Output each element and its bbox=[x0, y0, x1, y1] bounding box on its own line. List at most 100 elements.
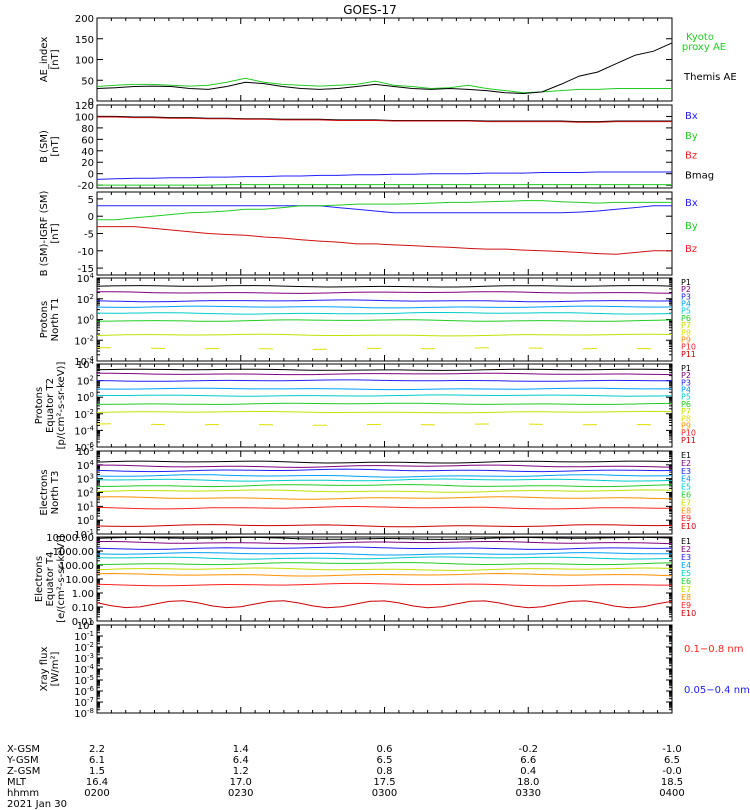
legend-label: E1 bbox=[681, 451, 691, 460]
legend-label: P9 bbox=[681, 421, 691, 430]
y-tick-label: -5 bbox=[84, 230, 94, 241]
series-line-p5 bbox=[96, 394, 673, 397]
y-tick-label: -10 bbox=[78, 247, 94, 258]
y-axis-label: B (SM)-IGRF (SM) bbox=[39, 191, 50, 277]
y-tick-label: 10-4 bbox=[74, 355, 94, 368]
legend-label: E9 bbox=[681, 601, 691, 610]
legend-label: proxy AE bbox=[682, 42, 726, 53]
y-axis-label: B (SM) bbox=[39, 130, 50, 163]
footer-value: 6.4 bbox=[232, 755, 249, 766]
footer-value: 18.0 bbox=[517, 777, 540, 788]
series-line-bz bbox=[97, 116, 672, 123]
panel-frame bbox=[96, 450, 673, 535]
footer-row-label: X-GSM bbox=[7, 744, 41, 755]
tick-base: 10 bbox=[74, 443, 87, 454]
y-axis-label: AE_index bbox=[39, 37, 50, 83]
series-line-p1 bbox=[96, 285, 673, 288]
legend-label: P7 bbox=[681, 321, 691, 330]
panel-3: -15 -10 -5 0 5 B (SM)-IGRF (SM) [nT] Bx By Bz bbox=[39, 191, 698, 277]
panel-frame bbox=[96, 363, 673, 448]
y-tick-label: -15 bbox=[78, 264, 94, 275]
footer-row-label: Z-GSM bbox=[7, 766, 41, 777]
y-tick-label: 0 bbox=[88, 97, 94, 108]
series-line-e8 bbox=[96, 572, 673, 577]
footer-row-y-gsm: Y-GSM 6.1 6.4 6.5 6.6 6.5 bbox=[0, 755, 750, 766]
y-tick-label: 0.10 bbox=[72, 603, 94, 614]
series-line-e3 bbox=[96, 546, 673, 550]
legend-label: P9 bbox=[681, 335, 691, 344]
footer-value: 1.2 bbox=[232, 766, 249, 777]
y-tick-label: 10-4 bbox=[74, 424, 94, 437]
tick-exp: -1 bbox=[87, 528, 94, 536]
legend-label: P10 bbox=[681, 429, 696, 438]
series-line-bz bbox=[97, 226, 672, 255]
tick-base: 10 bbox=[74, 709, 87, 720]
tick-exp: -7 bbox=[87, 696, 94, 704]
series-line-bmag bbox=[97, 115, 672, 123]
series-line-p2 bbox=[97, 291, 673, 294]
tick-exp: 2 bbox=[90, 487, 94, 495]
y-axis-label: [nT] bbox=[50, 136, 61, 156]
legend-label: E3 bbox=[681, 553, 691, 562]
series-line-bx bbox=[96, 171, 672, 180]
tick-base: 10 bbox=[77, 447, 90, 458]
legend-label: E5 bbox=[681, 569, 691, 578]
y-tick-label: 100 bbox=[75, 56, 94, 67]
tick-base: 10 bbox=[77, 393, 90, 404]
y-axis-label: Equator T4 bbox=[45, 552, 56, 607]
legend-label: E7 bbox=[681, 585, 691, 594]
y-tick-label: 1.00 bbox=[72, 589, 94, 600]
legend-label: Bx bbox=[685, 198, 698, 209]
footer-value: 0300 bbox=[371, 788, 398, 799]
y-axis-label: Electrons bbox=[39, 469, 50, 515]
tick-base: 10 bbox=[77, 295, 90, 306]
legend-label: P6 bbox=[681, 400, 691, 409]
y-tick-label: 10-6 bbox=[74, 685, 94, 698]
series-line-e10 bbox=[96, 600, 673, 609]
footer-value: 0.4 bbox=[520, 766, 537, 777]
series-line-p5 bbox=[96, 312, 673, 315]
series-line-e9 bbox=[96, 505, 672, 510]
panel-7: 10000.00 1000.00 100.00 10.00 1.00 0.10 0.01 El… bbox=[34, 533, 696, 628]
y-tick-label: 100 bbox=[77, 619, 94, 632]
series-line-p1 bbox=[96, 368, 673, 371]
legend-label: E9 bbox=[681, 514, 691, 523]
footer-value: 17.0 bbox=[229, 777, 252, 788]
series-line-p8 bbox=[96, 347, 673, 351]
tick-exp: 0 bbox=[90, 619, 94, 627]
y-tick-label: 10.00 bbox=[65, 575, 94, 586]
series-line-e1 bbox=[96, 460, 673, 464]
footer-value: -0.0 bbox=[662, 766, 682, 777]
tick-base: 10 bbox=[77, 461, 90, 472]
legend-label: P8 bbox=[681, 328, 691, 337]
y-axis-label: Protons bbox=[39, 301, 50, 338]
y-axis-label: Electrons bbox=[34, 556, 45, 602]
tick-exp: -2 bbox=[87, 408, 94, 416]
tick-base: 10 bbox=[74, 687, 87, 698]
tick-exp: 4 bbox=[90, 272, 95, 280]
series-line-e8 bbox=[96, 496, 673, 500]
tick-exp: -5 bbox=[87, 674, 94, 682]
tick-exp: 4 bbox=[90, 358, 95, 366]
y-tick-label: 1000.00 bbox=[53, 547, 94, 558]
panel-frame bbox=[96, 17, 673, 102]
footer-row-mlt: MLT 16.4 17.0 17.5 18.0 18.5 bbox=[0, 777, 750, 788]
y-tick-label: 104 bbox=[77, 459, 95, 472]
series-line-kyoto-proxy-ae bbox=[96, 77, 672, 94]
legend-label: P7 bbox=[681, 407, 691, 416]
legend-label: P3 bbox=[681, 292, 691, 301]
y-tick-label: 103 bbox=[77, 473, 94, 486]
tick-base: 10 bbox=[74, 654, 87, 665]
series-line-p3 bbox=[96, 299, 673, 303]
y-tick-label: 0.01 bbox=[72, 617, 94, 628]
y-tick-label: 100 bbox=[77, 391, 94, 404]
series-line-p6 bbox=[96, 402, 673, 405]
y-tick-label: 10-7 bbox=[74, 696, 94, 709]
footer-row-x-gsm: X-GSM 2.2 1.4 0.6 -0.2 -1.0 bbox=[0, 744, 750, 755]
series-line-e4 bbox=[96, 474, 673, 478]
y-tick-label: 100 bbox=[75, 112, 94, 123]
legend-label: E5 bbox=[681, 483, 691, 492]
y-tick-label: 102 bbox=[77, 293, 94, 306]
